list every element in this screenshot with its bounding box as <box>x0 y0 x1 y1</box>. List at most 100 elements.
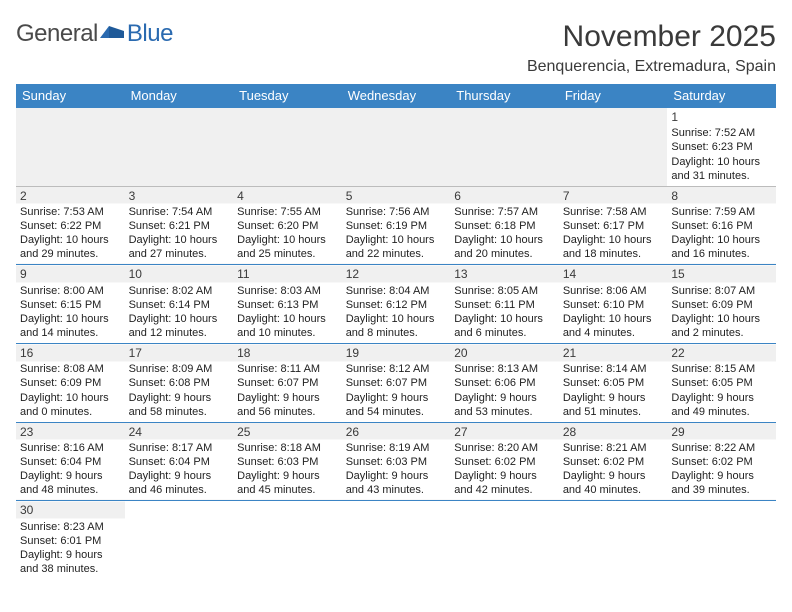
day-number: 4 <box>237 189 338 204</box>
sunset-line: Sunset: 6:13 PM <box>237 298 338 312</box>
calendar-cell: 12Sunrise: 8:04 AMSunset: 6:12 PMDayligh… <box>342 265 451 344</box>
sunrise-line: Sunrise: 7:55 AM <box>237 205 338 219</box>
calendar-cell-empty <box>233 501 342 579</box>
calendar-cell-empty <box>667 501 776 579</box>
sunset-line: Sunset: 6:06 PM <box>454 376 555 390</box>
calendar-cell: 27Sunrise: 8:20 AMSunset: 6:02 PMDayligh… <box>450 422 559 501</box>
calendar-cell-empty <box>125 501 234 579</box>
sunrise-line: Sunrise: 8:17 AM <box>129 441 230 455</box>
calendar-cell: 8Sunrise: 7:59 AMSunset: 6:16 PMDaylight… <box>667 186 776 265</box>
sunset-line: Sunset: 6:17 PM <box>563 219 664 233</box>
sunset-line: Sunset: 6:07 PM <box>346 376 447 390</box>
sunset-line: Sunset: 6:23 PM <box>671 140 772 154</box>
day-number: 22 <box>671 346 772 361</box>
calendar-row: 16Sunrise: 8:08 AMSunset: 6:09 PMDayligh… <box>16 344 776 423</box>
calendar-cell-empty <box>559 501 668 579</box>
sunset-line: Sunset: 6:18 PM <box>454 219 555 233</box>
weekday-header: Tuesday <box>233 84 342 108</box>
sunset-line: Sunset: 6:04 PM <box>20 455 121 469</box>
calendar-cell: 3Sunrise: 7:54 AMSunset: 6:21 PMDaylight… <box>125 186 234 265</box>
day-number: 8 <box>671 189 772 204</box>
sunrise-line: Sunrise: 8:04 AM <box>346 284 447 298</box>
sunrise-line: Sunrise: 8:15 AM <box>671 362 772 376</box>
calendar-row: 9Sunrise: 8:00 AMSunset: 6:15 PMDaylight… <box>16 265 776 344</box>
sunrise-line: Sunrise: 7:59 AM <box>671 205 772 219</box>
day-number: 16 <box>20 346 121 361</box>
day-number: 18 <box>237 346 338 361</box>
weekday-header: Monday <box>125 84 234 108</box>
calendar-cell: 29Sunrise: 8:22 AMSunset: 6:02 PMDayligh… <box>667 422 776 501</box>
sunrise-line: Sunrise: 8:07 AM <box>671 284 772 298</box>
sunrise-line: Sunrise: 7:53 AM <box>20 205 121 219</box>
sunrise-line: Sunrise: 7:57 AM <box>454 205 555 219</box>
day-number: 13 <box>454 267 555 282</box>
calendar-cell: 17Sunrise: 8:09 AMSunset: 6:08 PMDayligh… <box>125 344 234 423</box>
sunrise-line: Sunrise: 8:18 AM <box>237 441 338 455</box>
daylight-line: Daylight: 9 hours and 49 minutes. <box>671 391 772 419</box>
calendar-cell: 9Sunrise: 8:00 AMSunset: 6:15 PMDaylight… <box>16 265 125 344</box>
sunrise-line: Sunrise: 8:13 AM <box>454 362 555 376</box>
daylight-line: Daylight: 9 hours and 42 minutes. <box>454 469 555 497</box>
daylight-line: Daylight: 10 hours and 2 minutes. <box>671 312 772 340</box>
daylight-line: Daylight: 9 hours and 48 minutes. <box>20 469 121 497</box>
calendar-cell: 18Sunrise: 8:11 AMSunset: 6:07 PMDayligh… <box>233 344 342 423</box>
logo-text-1: General <box>16 20 98 48</box>
daylight-line: Daylight: 10 hours and 31 minutes. <box>671 155 772 183</box>
calendar-cell: 30Sunrise: 8:23 AMSunset: 6:01 PMDayligh… <box>16 501 125 579</box>
calendar-cell-empty <box>559 108 668 186</box>
daylight-line: Daylight: 10 hours and 6 minutes. <box>454 312 555 340</box>
sunrise-line: Sunrise: 8:02 AM <box>129 284 230 298</box>
daylight-line: Daylight: 9 hours and 54 minutes. <box>346 391 447 419</box>
sunrise-line: Sunrise: 8:09 AM <box>129 362 230 376</box>
daylight-line: Daylight: 9 hours and 39 minutes. <box>671 469 772 497</box>
logo: General Blue <box>16 20 173 48</box>
weekday-header: Thursday <box>450 84 559 108</box>
weekday-header: Saturday <box>667 84 776 108</box>
sunset-line: Sunset: 6:03 PM <box>237 455 338 469</box>
weekday-header: Sunday <box>16 84 125 108</box>
day-number: 28 <box>563 425 664 440</box>
day-number: 12 <box>346 267 447 282</box>
daylight-line: Daylight: 10 hours and 12 minutes. <box>129 312 230 340</box>
calendar-cell-empty <box>233 108 342 186</box>
month-title: November 2025 <box>527 20 776 54</box>
calendar-cell: 16Sunrise: 8:08 AMSunset: 6:09 PMDayligh… <box>16 344 125 423</box>
calendar-cell: 7Sunrise: 7:58 AMSunset: 6:17 PMDaylight… <box>559 186 668 265</box>
sunset-line: Sunset: 6:11 PM <box>454 298 555 312</box>
daylight-line: Daylight: 10 hours and 0 minutes. <box>20 391 121 419</box>
sunset-line: Sunset: 6:10 PM <box>563 298 664 312</box>
calendar-cell: 1Sunrise: 7:52 AMSunset: 6:23 PMDaylight… <box>667 108 776 186</box>
daylight-line: Daylight: 9 hours and 45 minutes. <box>237 469 338 497</box>
day-number: 10 <box>129 267 230 282</box>
calendar-cell-empty <box>450 501 559 579</box>
sunrise-line: Sunrise: 8:08 AM <box>20 362 121 376</box>
daylight-line: Daylight: 10 hours and 18 minutes. <box>563 233 664 261</box>
calendar-row: 2Sunrise: 7:53 AMSunset: 6:22 PMDaylight… <box>16 186 776 265</box>
day-number: 25 <box>237 425 338 440</box>
sunrise-line: Sunrise: 8:12 AM <box>346 362 447 376</box>
calendar-cell: 2Sunrise: 7:53 AMSunset: 6:22 PMDaylight… <box>16 186 125 265</box>
sunset-line: Sunset: 6:16 PM <box>671 219 772 233</box>
flag-icon <box>100 20 126 48</box>
sunrise-line: Sunrise: 7:56 AM <box>346 205 447 219</box>
sunset-line: Sunset: 6:03 PM <box>346 455 447 469</box>
sunrise-line: Sunrise: 8:03 AM <box>237 284 338 298</box>
sunset-line: Sunset: 6:09 PM <box>20 376 121 390</box>
sunrise-line: Sunrise: 8:05 AM <box>454 284 555 298</box>
sunrise-line: Sunrise: 8:14 AM <box>563 362 664 376</box>
daylight-line: Daylight: 9 hours and 40 minutes. <box>563 469 664 497</box>
day-number: 3 <box>129 189 230 204</box>
sunset-line: Sunset: 6:04 PM <box>129 455 230 469</box>
day-number: 29 <box>671 425 772 440</box>
sunset-line: Sunset: 6:02 PM <box>671 455 772 469</box>
calendar-cell-empty <box>342 108 451 186</box>
sunrise-line: Sunrise: 8:23 AM <box>20 520 121 534</box>
calendar-cell: 14Sunrise: 8:06 AMSunset: 6:10 PMDayligh… <box>559 265 668 344</box>
daylight-line: Daylight: 10 hours and 27 minutes. <box>129 233 230 261</box>
calendar-cell: 26Sunrise: 8:19 AMSunset: 6:03 PMDayligh… <box>342 422 451 501</box>
calendar-cell-empty <box>450 108 559 186</box>
daylight-line: Daylight: 9 hours and 58 minutes. <box>129 391 230 419</box>
day-number: 21 <box>563 346 664 361</box>
calendar-cell: 11Sunrise: 8:03 AMSunset: 6:13 PMDayligh… <box>233 265 342 344</box>
calendar-cell-empty <box>16 108 125 186</box>
